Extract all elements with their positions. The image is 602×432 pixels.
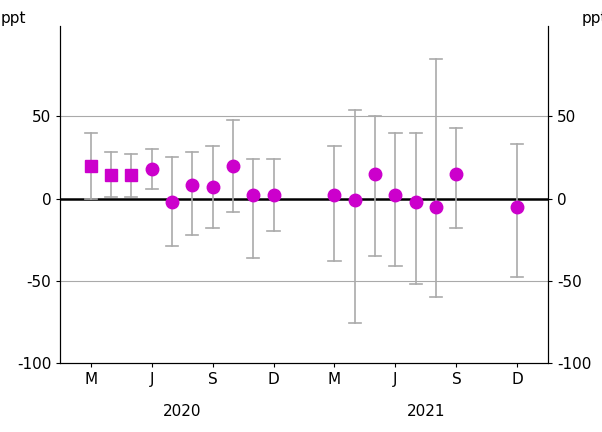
Text: ppt: ppt xyxy=(582,11,602,26)
Text: 2021: 2021 xyxy=(407,404,445,419)
Text: ppt: ppt xyxy=(1,11,26,26)
Text: 2020: 2020 xyxy=(163,404,201,419)
